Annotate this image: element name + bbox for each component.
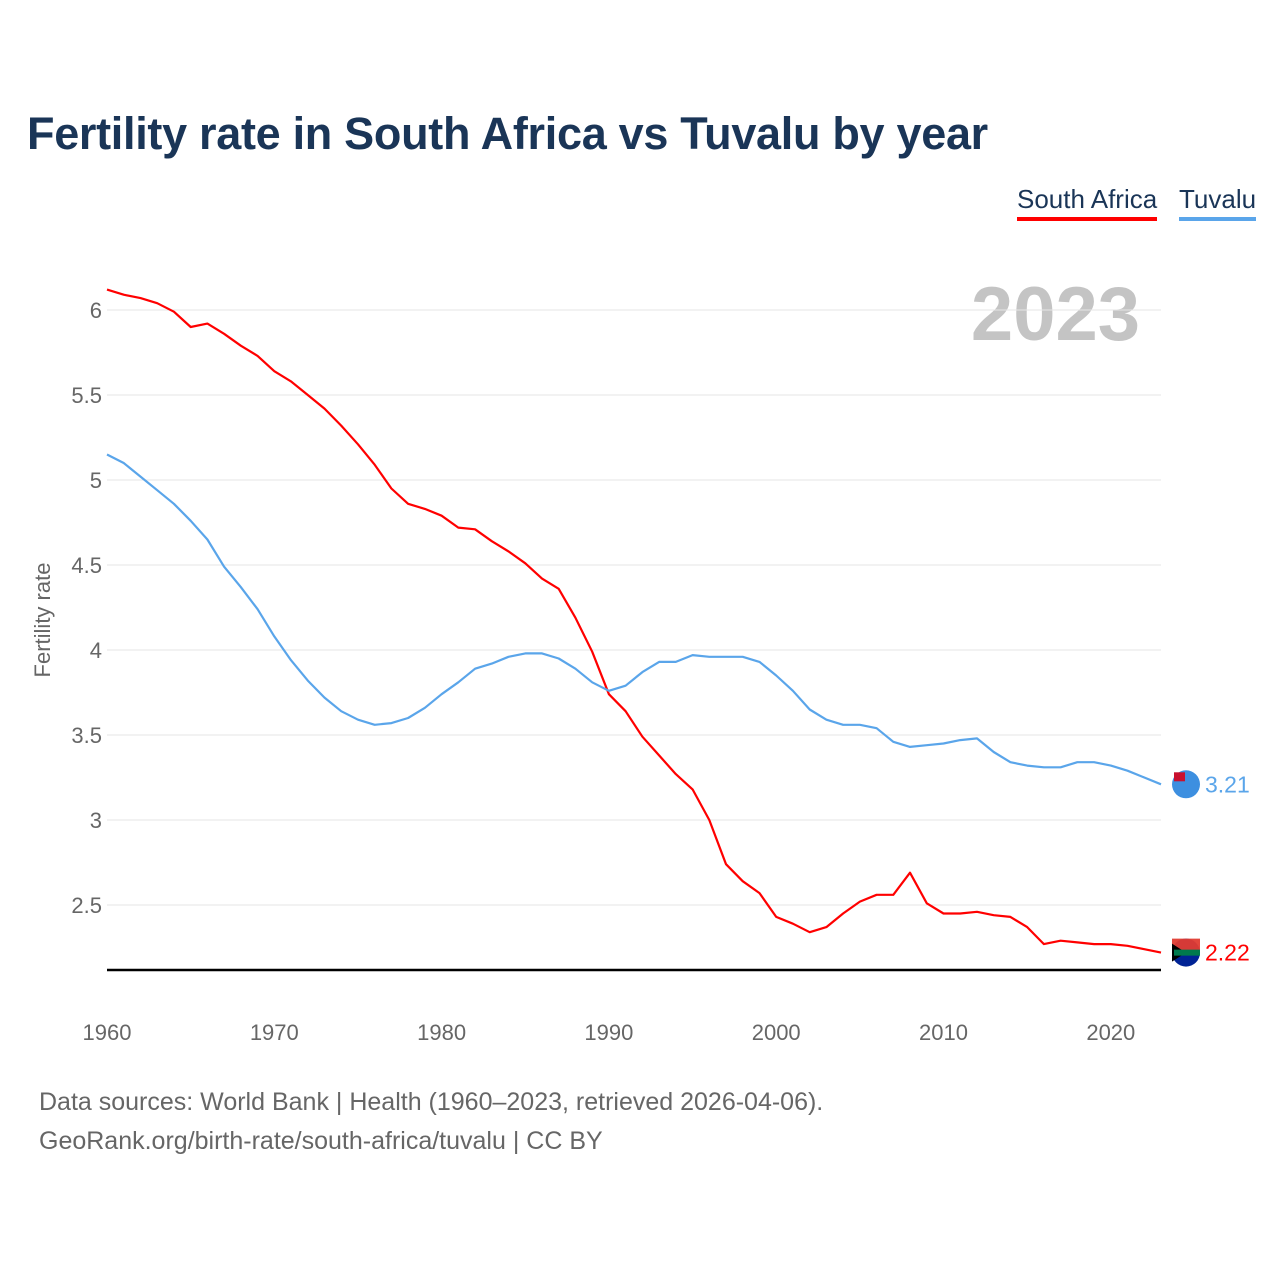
flag-green-band bbox=[1174, 949, 1200, 956]
x-tick-label: 2010 bbox=[919, 1020, 968, 1045]
x-tick-label: 1990 bbox=[584, 1020, 633, 1045]
footer-attribution: GeoRank.org/birth-rate/south-africa/tuva… bbox=[39, 1127, 603, 1155]
y-tick-label: 5 bbox=[90, 468, 102, 493]
y-tick-label: 6 bbox=[90, 298, 102, 323]
y-tick-label: 5.5 bbox=[71, 383, 102, 408]
x-tick-label: 1960 bbox=[83, 1020, 132, 1045]
y-tick-label: 2.5 bbox=[71, 893, 102, 918]
y-tick-label: 4.5 bbox=[71, 553, 102, 578]
legend-tuvalu[interactable]: Tuvalu bbox=[1179, 184, 1257, 221]
x-tick-label: 2000 bbox=[752, 1020, 801, 1045]
chart-title: Fertility rate in South Africa vs Tuvalu… bbox=[27, 108, 988, 159]
series-line-south-africa bbox=[106, 288, 1162, 954]
y-axis-label: Fertility rate bbox=[30, 563, 55, 678]
x-tick-label: 1980 bbox=[417, 1020, 466, 1045]
legend-south-africa[interactable]: South Africa bbox=[1017, 184, 1158, 221]
y-tick-label: 4 bbox=[90, 638, 102, 663]
end-value-label: 3.21 bbox=[1205, 771, 1250, 797]
flag-union-jack bbox=[1174, 772, 1185, 782]
y-tick-label: 3.5 bbox=[71, 723, 102, 748]
end-value-label: 2.22 bbox=[1205, 940, 1250, 966]
year-watermark: 2023 bbox=[971, 272, 1140, 357]
footer-sources: Data sources: World Bank | Health (1960–… bbox=[39, 1088, 824, 1116]
y-tick-label: 3 bbox=[90, 808, 102, 833]
x-tick-label: 1970 bbox=[250, 1020, 299, 1045]
x-tick-label: 2020 bbox=[1086, 1020, 1135, 1045]
series-line-tuvalu bbox=[106, 453, 1162, 786]
